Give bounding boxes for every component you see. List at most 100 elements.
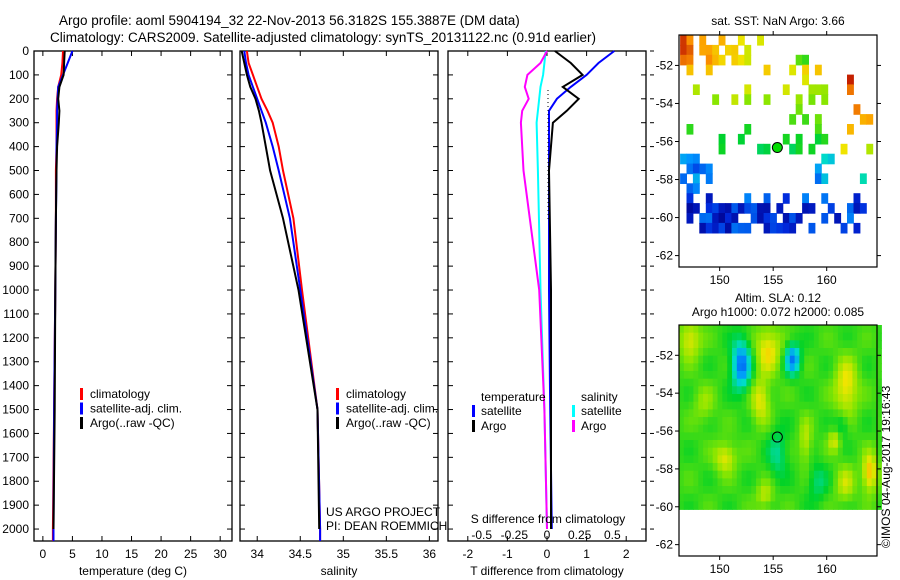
sla-cell xyxy=(736,325,743,334)
sla-cell xyxy=(828,501,834,510)
sla-cell xyxy=(866,378,873,388)
sla-cell xyxy=(794,401,800,411)
sst-cell xyxy=(821,193,829,204)
sla-cell xyxy=(751,348,757,357)
sst-cell xyxy=(853,193,861,204)
sla-cell xyxy=(837,409,844,418)
sla-cell xyxy=(679,325,685,334)
project-line-2: PI: DEAN ROEMMICH xyxy=(326,519,447,533)
sla-cell xyxy=(756,501,762,510)
sla-cell xyxy=(698,463,704,472)
sla-cell xyxy=(813,447,820,457)
sla-cell xyxy=(760,409,767,418)
sla-cell xyxy=(746,386,752,395)
sla-cell xyxy=(770,493,776,503)
sla-cell xyxy=(722,463,728,472)
sst-cell xyxy=(731,54,739,66)
sla-cell xyxy=(809,340,815,349)
sla-cell xyxy=(852,378,858,388)
sst-cell xyxy=(821,84,829,95)
sst-cell xyxy=(686,54,694,66)
sla-cell xyxy=(785,355,791,365)
sla-cell xyxy=(833,486,839,495)
sla-cell xyxy=(727,424,733,434)
sla-cell xyxy=(688,394,694,403)
sla-cell xyxy=(866,432,873,441)
sla-cell xyxy=(746,424,752,434)
sla-cell xyxy=(741,455,747,464)
sla-cell xyxy=(780,401,786,411)
sla-cell xyxy=(813,371,820,380)
depth-tick-label: 1600 xyxy=(2,426,29,440)
sla-cell xyxy=(794,371,800,380)
sla-cell xyxy=(727,501,733,510)
sst-cell xyxy=(705,173,713,184)
sla-cell xyxy=(804,386,810,395)
sla-cell xyxy=(775,340,781,349)
legend-heading-temperature: temperature xyxy=(481,390,546,404)
sla-cell xyxy=(688,486,694,495)
sla-cell xyxy=(727,463,733,472)
sla-cell xyxy=(746,478,752,487)
sla-cell xyxy=(760,355,767,365)
sst-cell xyxy=(789,213,797,224)
sla-cell xyxy=(770,340,776,349)
sla-cell xyxy=(707,401,714,411)
sla-cell xyxy=(722,401,728,411)
sla-cell xyxy=(707,463,714,472)
sla-cell xyxy=(746,348,752,357)
sla-cell xyxy=(765,378,772,388)
sla-cell xyxy=(679,409,685,418)
sla-cell xyxy=(828,394,834,403)
sla-cell xyxy=(732,371,738,380)
sla-cell xyxy=(842,447,849,457)
sla-cell xyxy=(799,371,805,380)
sla-cell xyxy=(847,493,853,503)
sla-cell xyxy=(828,463,834,472)
sla-cell xyxy=(741,340,747,349)
sla-cell xyxy=(679,478,685,487)
sla-cell xyxy=(866,486,873,495)
sla-cell xyxy=(683,424,690,434)
legend-label: satellite xyxy=(481,404,522,418)
sla-cell xyxy=(693,394,699,403)
sla-cell xyxy=(823,386,829,395)
sla-cell xyxy=(818,332,825,342)
sla-cell xyxy=(842,417,849,426)
sla-cell xyxy=(871,325,877,334)
legend-label: Argo xyxy=(581,419,607,433)
sst-cell xyxy=(763,222,771,234)
sla-cell xyxy=(698,447,704,457)
title-line-2: Climatology: CARS2009. Satellite-adjuste… xyxy=(50,30,596,45)
sla-cell xyxy=(756,325,762,334)
sla-cell xyxy=(847,363,853,372)
sla-cell xyxy=(871,409,877,418)
x-tick-label: 30 xyxy=(213,547,227,561)
sla-cell xyxy=(852,478,858,487)
sla-cell xyxy=(794,378,800,388)
sla-cell xyxy=(765,493,772,503)
sla-cell xyxy=(866,409,873,418)
sla-cell xyxy=(852,501,858,510)
sla-cell xyxy=(818,348,825,357)
sla-cell xyxy=(789,394,796,403)
sla-cell xyxy=(818,394,825,403)
sst-cell xyxy=(737,133,745,145)
sla-cell xyxy=(871,440,877,449)
sla-cell xyxy=(751,394,757,403)
sla-cell xyxy=(837,325,844,334)
sla-cell xyxy=(804,493,810,503)
sla-cell xyxy=(712,386,719,395)
sla-cell xyxy=(703,332,709,342)
sla-cell xyxy=(837,486,844,495)
sla-cell xyxy=(722,325,728,334)
s-tick-label: 0 xyxy=(544,528,551,542)
x-tick-label: 1 xyxy=(583,547,590,561)
sla-cell xyxy=(775,447,781,457)
sla-cell xyxy=(736,417,743,426)
sla-cell xyxy=(756,440,762,449)
sla-cell xyxy=(717,455,723,464)
sla-cell xyxy=(693,355,699,365)
sla-cell xyxy=(712,493,719,503)
sla-cell xyxy=(770,455,776,464)
